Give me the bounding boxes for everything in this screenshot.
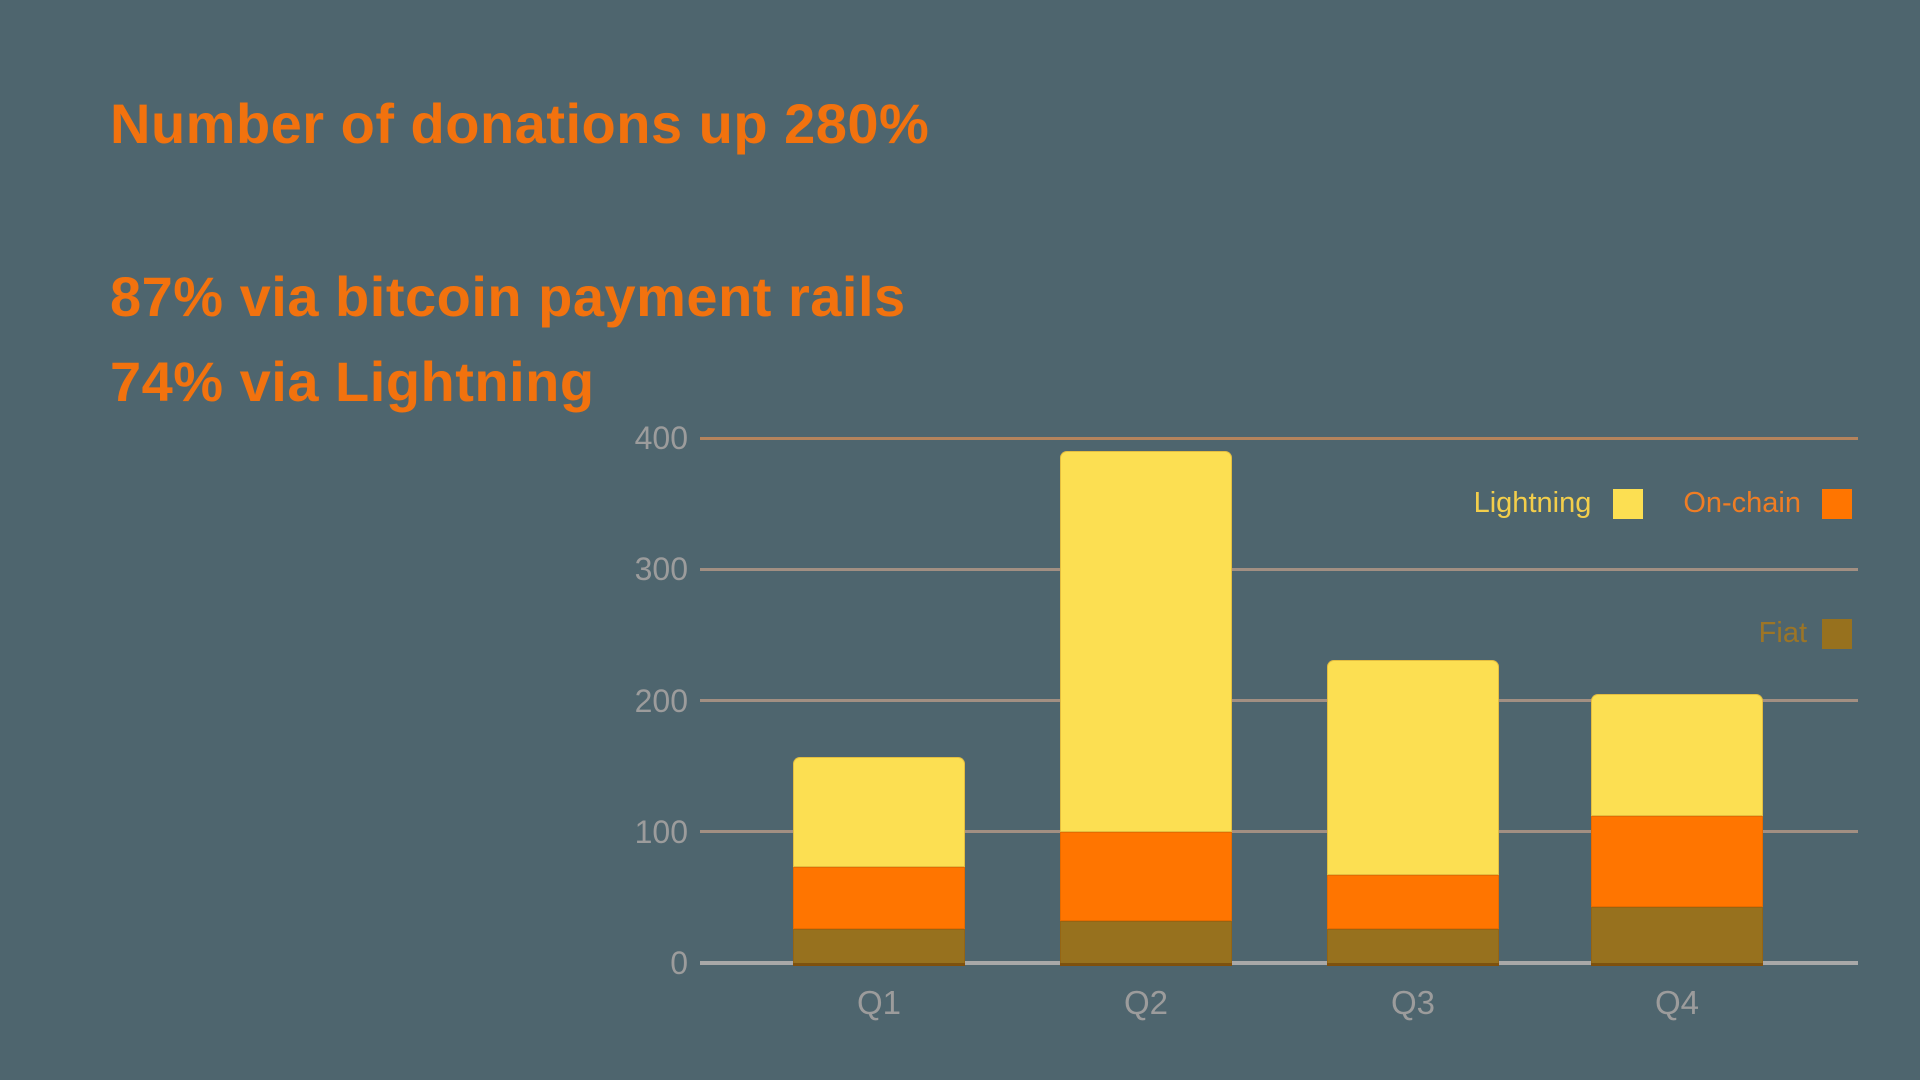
fiat-legend-swatch	[1822, 618, 1852, 649]
x-tick-label-q1: Q1	[856, 984, 902, 1021]
x-tick-label-q3: Q3	[1390, 984, 1436, 1021]
x-tick-label-q2: Q2	[1123, 984, 1169, 1021]
q3-lightning-bar-segment	[1327, 659, 1499, 876]
q2-lightning-bar-segment	[1060, 451, 1232, 832]
q4-fiat-bar-segment	[1591, 906, 1763, 966]
q1-on-chain-bar-segment	[793, 867, 965, 929]
chart-legend-row-1: Lightning On-chain	[1474, 487, 1852, 520]
gridline-100	[700, 830, 1858, 834]
slide-title: Number of donations up 280%	[110, 92, 930, 155]
legend-label-fiat: Fiat	[1758, 617, 1807, 649]
y-tick-label-400: 400	[634, 420, 688, 456]
q3-on-chain-bar-segment	[1327, 875, 1499, 929]
x-tick-label-q4: Q4	[1654, 984, 1700, 1021]
gridline-300	[700, 567, 1858, 571]
gridline-200	[700, 699, 1858, 702]
stat-bitcoin-rails: 87% via bitcoin payment rails	[110, 265, 906, 328]
chart-legend-row-2: Fiat	[1759, 617, 1852, 650]
q4-lightning-bar-segment	[1591, 693, 1763, 816]
lightning-legend-swatch	[1613, 488, 1644, 519]
y-tick-label-300: 300	[634, 551, 688, 588]
onchain-legend-swatch	[1822, 488, 1852, 519]
q2-on-chain-bar-segment	[1060, 831, 1232, 921]
gridline-0	[700, 961, 1858, 965]
q3-fiat-bar-segment	[1327, 928, 1499, 966]
y-tick-label-0: 0	[670, 945, 688, 981]
q2-fiat-bar-segment	[1060, 921, 1232, 966]
q1-lightning-bar-segment	[793, 756, 965, 868]
q4-on-chain-bar-segment	[1591, 816, 1763, 907]
legend-label-lightning: Lightning	[1473, 487, 1592, 519]
stat-lightning-share: 74% via Lightning	[110, 350, 595, 413]
y-tick-label-100: 100	[634, 813, 688, 850]
q1-fiat-bar-segment	[793, 928, 965, 966]
legend-label-onchain: On-chain	[1683, 487, 1801, 519]
y-tick-label-200: 200	[634, 682, 688, 719]
gridline-400	[700, 436, 1858, 440]
